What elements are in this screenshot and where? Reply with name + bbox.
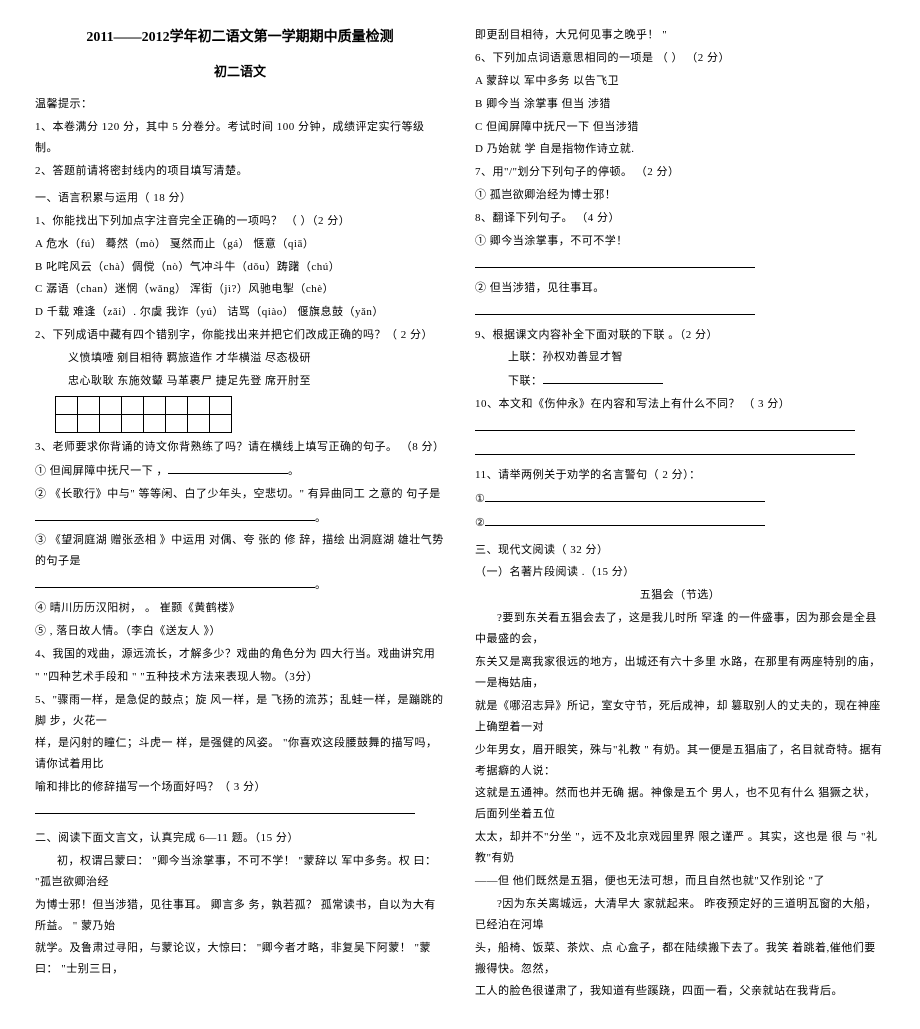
- blank: [35, 800, 415, 814]
- q1d: D 千载 难逢（zǎi）. 尔虞 我诈（yú） 诘骂（qiào） 偃旗息鼓（yǎ…: [35, 302, 445, 323]
- p3: 就学。及鲁肃过寻阳，与蒙论议，大惊曰： "卿今者才略，非复吴下阿蒙！ "蒙曰： …: [35, 938, 445, 980]
- q3-1: ① 但闻屏障中抚尺一下 ，。: [35, 460, 445, 482]
- q1: 1、你能找出下列加点字注音完全正确的一项吗？ （ ）（2 分）: [35, 211, 445, 232]
- e4: 少年男女，眉开眼笑，殊与"礼教 " 有奶。其一便是五猖庙了，名目就奇特。据有考据…: [475, 740, 885, 782]
- blank: [475, 441, 855, 455]
- e5: 这就是五通神。然而也并无确 据。神像是五个 男人，也不见有什么 猖獗之状，后面列…: [475, 783, 885, 825]
- blank: [485, 488, 765, 502]
- answer-grid: [55, 396, 232, 433]
- sec2-title: 二、阅读下面文言文，认真完成 6—11 题。（15 分）: [35, 828, 445, 849]
- q7-3-blank: [475, 254, 885, 276]
- sec3-title: 三、现代文阅读（ 32 分）: [475, 540, 885, 561]
- q6d: D 乃始就 学 自是指物作诗立就.: [475, 139, 885, 160]
- q7-3: ① 卿今当涂掌事，不可不学！: [475, 231, 885, 252]
- q4: 4、我国的戏曲，源远流长，才解多少？戏曲的角色分为 四大行当。戏曲讲究用: [35, 644, 445, 665]
- tip1: 1、本卷满分 120 分，其中 5 分卷分。考试时间 100 分钟，成绩评定实行…: [35, 117, 445, 159]
- q9-1: 上联：孙权劝善显才智: [475, 347, 885, 368]
- main-title: 2011——2012学年初二语文第一学期期中质量检测: [35, 25, 445, 52]
- q3-5: ⑤ , 落日故人情。（李白《送友人 》）: [35, 621, 445, 642]
- q10-blank: [475, 417, 885, 439]
- q3-1-text: ① 但闻屏障中抚尺一下 ，: [35, 465, 168, 477]
- q7-4: ② 但当涉猎，见往事耳。: [475, 278, 885, 299]
- q2-words2: 忠心耿耿 东施效颦 马革裹尸 捷足先登 席开肘至: [35, 371, 445, 392]
- q1b: B 叱咤风云（chà）倜傥（nò）气冲斗牛（dǒu）踌躇（chú）: [35, 257, 445, 278]
- q10: 10、本文和《伤仲永》在内容和写法上有什么不同？ （ 3 分）: [475, 394, 885, 415]
- q7: 7、用"/"划分下列句子的停顿。 （2 分）: [475, 162, 885, 183]
- right-column: 即更刮目相待，大兄何见事之晚乎！ " 6、下列加点词语意思相同的一项是 （ ） …: [475, 25, 885, 1004]
- blank: [475, 254, 755, 268]
- q6: 6、下列加点词语意思相同的一项是 （ ） （2 分）: [475, 48, 885, 69]
- blank: [35, 507, 315, 521]
- q1a: A 危水（fú） 蓦然（mò） 戛然而止（gá） 惬意（qiā）: [35, 234, 445, 255]
- tip2: 2、答题前请将密封线内的项目填写清楚。: [35, 161, 445, 182]
- q9: 9、根据课文内容补全下面对联的下联 。（2 分）: [475, 325, 885, 346]
- tip-label: 温馨提示：: [35, 94, 445, 115]
- q7-2: 8、翻译下列句子。 （4 分）: [475, 208, 885, 229]
- q3-2: ② 《长歌行》中与" 等等闲、白了少年头，空悲切。" 有异曲同工 之意的 句子是: [35, 484, 445, 505]
- blank: [475, 301, 755, 315]
- q11-2-text: ②: [475, 517, 485, 529]
- sec3-sub: （一）名著片段阅读 .（15 分）: [475, 562, 885, 583]
- q3-4: ④ 晴川历历汉阳树， 。 崔颢《黄鹤楼》: [35, 598, 445, 619]
- e7: ——但 他们既然是五猖，便也无法可想，而且自然也就"又作别论 "了: [475, 871, 885, 892]
- q11-1-text: ①: [475, 493, 485, 505]
- e2: 东关又是离我家很远的地方，出城还有六十多里 水路，在那里有两座特别的庙，一是梅姑…: [475, 652, 885, 694]
- q6c: C 但闻屏障中抚尺一下 但当涉猎: [475, 117, 885, 138]
- q7-1: ① 孤岂欲卿治经为博士邪！: [475, 185, 885, 206]
- e9: 头，船椅、饭菜、茶炊、点 心盒子，都在陆续搬下去了。我笑 着跳着,催他们要搬得快…: [475, 938, 885, 980]
- q2: 2、下列成语中藏有四个错别字，你能找出来并把它们改成正确的吗？（ 2 分）: [35, 325, 445, 346]
- q6b: B 卿今当 涂掌事 但当 涉猎: [475, 94, 885, 115]
- q5-3: 喻和排比的修辞描写一个场面好吗？（ 3 分）: [35, 777, 445, 798]
- p2: 为博士邪！但当涉猎，见往事耳。 卿言多 务，孰若孤？ 孤常读书，自以为大有所益。…: [35, 895, 445, 937]
- q4-2: " "四种艺术手段和 " "五种技术方法来表现人物。（3分）: [35, 667, 445, 688]
- q9-2-text: 下联：: [508, 375, 543, 387]
- p1: 初，权谓吕蒙曰： "卿今当涂掌事，不可不学！ "蒙辞以 军中多务。权 曰： "孤…: [35, 851, 445, 893]
- q3-3-blank: 。: [35, 574, 445, 596]
- q5-blank: [35, 800, 445, 822]
- e3: 就是《哪沼志异》所记，室女守节，死后成神，却 篡取别人的丈夫的，现在神座上确塑着…: [475, 696, 885, 738]
- sec1-title: 一、语言积累与运用（ 18 分）: [35, 188, 445, 209]
- subtitle: 初二语文: [35, 60, 445, 85]
- q3-3: ③ 《望洞庭湖 赠张丞相 》中运用 对偶、夸 张的 修 辞，描绘 出洞庭湖 雄壮…: [35, 530, 445, 572]
- q2-words: 义愤填噎 剜目相待 羁旅造作 才华横溢 尽态极研: [35, 348, 445, 369]
- q5: 5、"骤雨一样，是急促的鼓点；旋 风一样，是 飞扬的流苏；乱蛙一样，是蹦跳的脚 …: [35, 690, 445, 732]
- p4: 即更刮目相待，大兄何见事之晚乎！ ": [475, 25, 885, 46]
- q11: 11、请举两例关于劝学的名言警句（ 2 分）：: [475, 465, 885, 486]
- q10-blank2: [475, 441, 885, 463]
- blank: [35, 574, 315, 588]
- blank: [168, 460, 288, 474]
- e10: 工人的脸色很谨肃了，我知道有些蹊跷，四面一看，父亲就站在我背后。: [475, 981, 885, 1002]
- e1: ?要到东关看五猖会去了，这是我儿时所 罕逢 的一件盛事，因为那会是全县中最盛的会…: [475, 608, 885, 650]
- e8: ?因为东关离城远，大清早大 家就起来。 昨夜预定好的三道明瓦窗的大船，已经泊在河…: [475, 894, 885, 936]
- e6: 太太，却并不"分坐 "，远不及北京戏园里界 限之谨严 。其实，这也是 很 与 "…: [475, 827, 885, 869]
- q11-1: ①: [475, 488, 885, 510]
- blank: [543, 370, 663, 384]
- q1c: C 潺语（chan）迷惘（wǎng） 浑街（jì?）风驰电掣（chè）: [35, 279, 445, 300]
- q3-2-blank: 。: [35, 507, 445, 529]
- blank: [475, 417, 855, 431]
- blank: [485, 512, 765, 526]
- q3: 3、老师要求你背诵的诗文你背熟练了吗？请在横线上填写正确的句子。 （8 分）: [35, 437, 445, 458]
- left-column: 2011——2012学年初二语文第一学期期中质量检测 初二语文 温馨提示： 1、…: [35, 25, 445, 1004]
- q5-2: 样，是闪射的瞳仁；斗虎一 样，是强健的风姿。 "你喜欢这段腰鼓舞的描写吗，请你试…: [35, 733, 445, 775]
- essay-title: 五猖会（节选）: [475, 585, 885, 606]
- q11-2: ②: [475, 512, 885, 534]
- q9-2: 下联：: [475, 370, 885, 392]
- q7-4-blank: [475, 301, 885, 323]
- q6a: A 蒙辞以 军中多务 以告飞卫: [475, 71, 885, 92]
